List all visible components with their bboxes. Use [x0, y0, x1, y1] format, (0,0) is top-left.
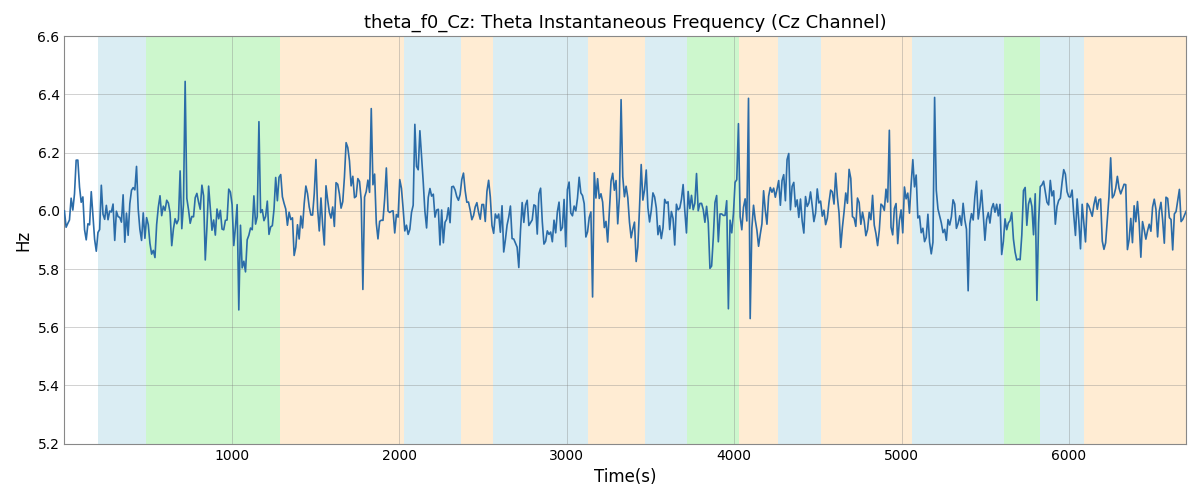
Bar: [912, 36, 1003, 444]
Bar: [588, 36, 646, 444]
Bar: [821, 36, 912, 444]
Bar: [281, 36, 404, 444]
Bar: [646, 36, 688, 444]
Bar: [461, 36, 493, 444]
Title: theta_f0_Cz: Theta Instantaneous Frequency (Cz Channel): theta_f0_Cz: Theta Instantaneous Frequen…: [364, 14, 887, 32]
Bar: [688, 36, 739, 444]
Y-axis label: Hz: Hz: [14, 230, 32, 250]
Bar: [1003, 36, 1040, 444]
Bar: [739, 36, 778, 444]
Bar: [146, 36, 281, 444]
Bar: [98, 36, 146, 444]
X-axis label: Time(s): Time(s): [594, 468, 656, 486]
Bar: [778, 36, 821, 444]
Bar: [404, 36, 461, 444]
Bar: [1040, 36, 1084, 444]
Bar: [493, 36, 588, 444]
Bar: [1084, 36, 1186, 444]
